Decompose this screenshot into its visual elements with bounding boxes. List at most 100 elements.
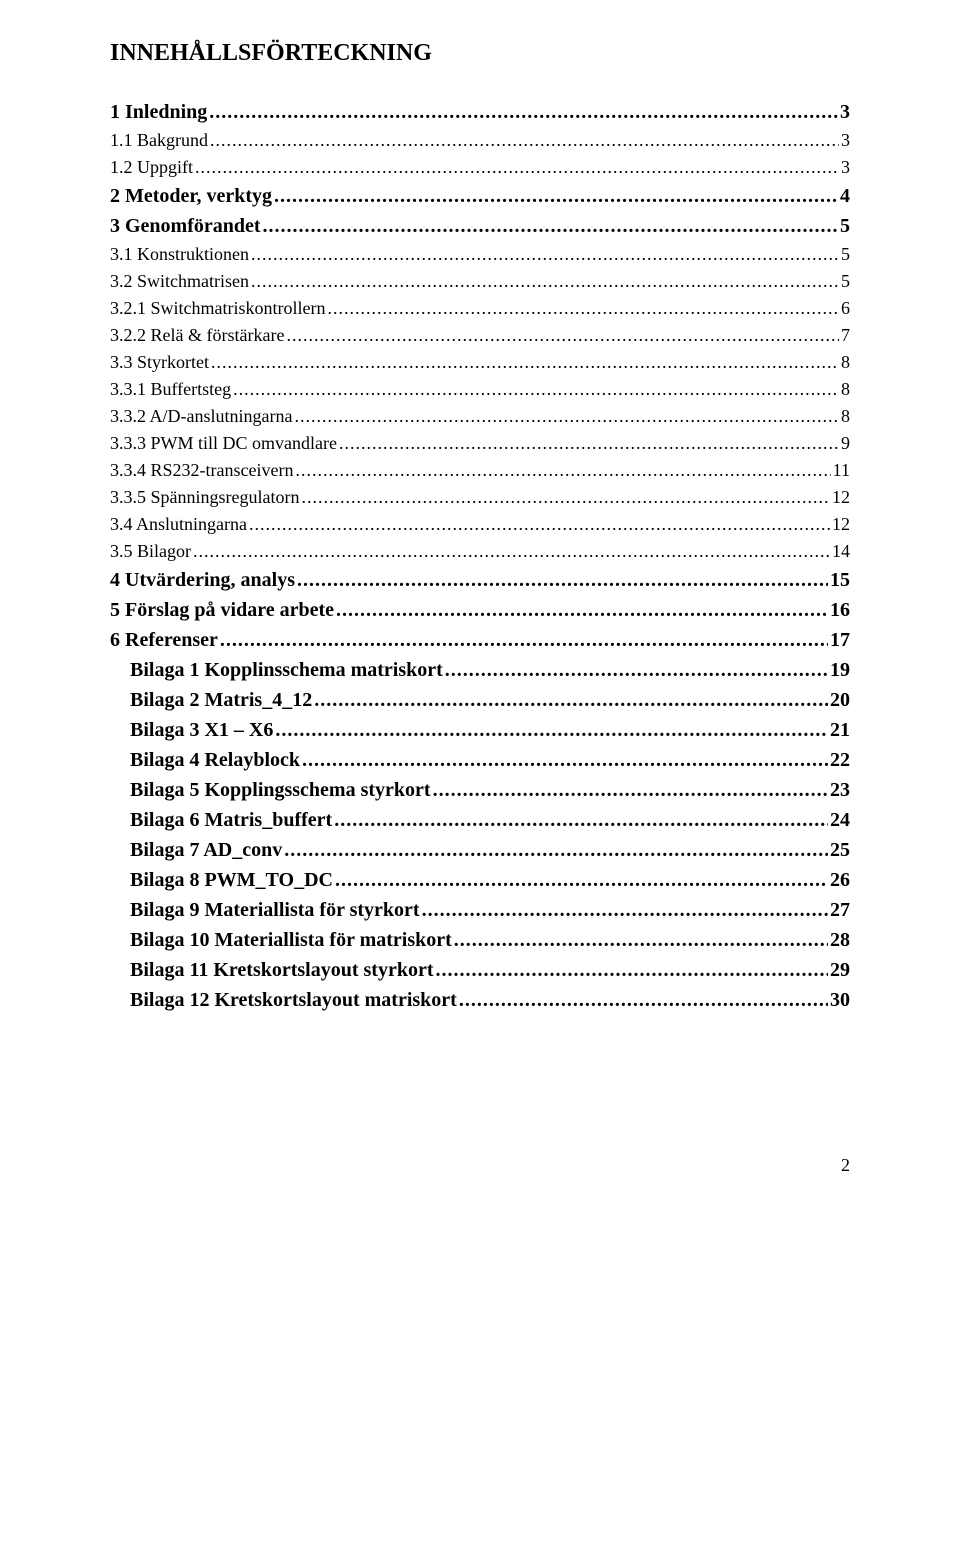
toc-entry: Bilaga 4 Relayblock 22 — [110, 745, 850, 775]
toc-entry-label: Bilaga 12 Kretskortslayout matriskort — [130, 985, 457, 1015]
toc-entry-page: 14 — [832, 538, 850, 565]
toc-entry: 3.3.5 Spänningsregulatorn 12 — [110, 484, 850, 511]
toc-entry: Bilaga 5 Kopplingsschema styrkort 23 — [110, 775, 850, 805]
toc-entry-label: Bilaga 8 PWM_TO_DC — [130, 865, 333, 895]
toc-entry: 3.3.1 Buffertsteg 8 — [110, 376, 850, 403]
toc-entry-page: 29 — [830, 955, 850, 985]
toc-leader — [251, 241, 839, 268]
toc-entry-page: 8 — [841, 403, 850, 430]
toc-leader — [314, 685, 828, 715]
toc-leader — [211, 349, 839, 376]
toc-leader — [274, 181, 838, 211]
toc-entry: 3.3.3 PWM till DC omvandlare 9 — [110, 430, 850, 457]
toc-entry: Bilaga 12 Kretskortslayout matriskort 30 — [110, 985, 850, 1015]
toc-entry: 3.2.1 Switchmatriskontrollern 6 — [110, 295, 850, 322]
toc-leader — [454, 925, 828, 955]
toc-leader — [263, 211, 838, 241]
toc-entry: Bilaga 7 AD_conv 25 — [110, 835, 850, 865]
toc-entry-page: 23 — [830, 775, 850, 805]
toc-entry-label: Bilaga 9 Materiallista för styrkort — [130, 895, 420, 925]
toc-entry-label: 6 Referenser — [110, 625, 218, 655]
toc-entry-label: 3.2.2 Relä & förstärkare — [110, 322, 284, 349]
toc-entry: Bilaga 2 Matris_4_12 20 — [110, 685, 850, 715]
toc-entry-label: 3.2 Switchmatrisen — [110, 268, 249, 295]
toc-entry-label: Bilaga 3 X1 – X6 — [130, 715, 273, 745]
toc-leader — [301, 484, 830, 511]
toc-entry: Bilaga 6 Matris_buffert 24 — [110, 805, 850, 835]
toc-entry: 3.5 Bilagor 14 — [110, 538, 850, 565]
toc-entry-label: 4 Utvärdering, analys — [110, 565, 295, 595]
toc-entry-page: 12 — [832, 511, 850, 538]
toc-leader — [335, 865, 828, 895]
toc-entry-label: 3.1 Konstruktionen — [110, 241, 249, 268]
toc-entry: 3.2.2 Relä & förstärkare 7 — [110, 322, 850, 349]
toc-leader — [220, 625, 828, 655]
toc-leader — [445, 655, 828, 685]
toc-entry-page: 26 — [830, 865, 850, 895]
toc-entry: 3 Genomförandet 5 — [110, 211, 850, 241]
toc-entry: 2 Metoder, verktyg 4 — [110, 181, 850, 211]
toc-entry-page: 8 — [841, 376, 850, 403]
toc-entry: Bilaga 3 X1 – X6 21 — [110, 715, 850, 745]
toc-leader — [193, 538, 830, 565]
toc-entry: Bilaga 10 Materiallista för matriskort 2… — [110, 925, 850, 955]
toc-entry: 3.3.2 A/D-anslutningarna 8 — [110, 403, 850, 430]
toc-entry: 3.2 Switchmatrisen 5 — [110, 268, 850, 295]
toc-entry-label: 3.4 Anslutningarna — [110, 511, 247, 538]
toc-leader — [210, 127, 839, 154]
toc-entry-label: 1.2 Uppgift — [110, 154, 193, 181]
toc-entry-label: Bilaga 1 Kopplinsschema matriskort — [130, 655, 443, 685]
toc-entry-page: 21 — [830, 715, 850, 745]
toc-entry-page: 5 — [841, 241, 850, 268]
page-number: 2 — [110, 1155, 850, 1176]
toc-entry-page: 7 — [841, 322, 850, 349]
toc-leader — [334, 805, 828, 835]
toc-entry-page: 5 — [841, 268, 850, 295]
toc-entry: Bilaga 1 Kopplinsschema matriskort 19 — [110, 655, 850, 685]
toc-entry-label: 3.3.1 Buffertsteg — [110, 376, 231, 403]
toc-leader — [286, 322, 839, 349]
toc-entry: 3.3 Styrkortet 8 — [110, 349, 850, 376]
toc-entry-label: 3.3.4 RS232-transceivern — [110, 457, 293, 484]
toc-entry-label: 1 Inledning — [110, 97, 207, 127]
toc-entry-page: 16 — [830, 595, 850, 625]
toc-entry-page: 17 — [830, 625, 850, 655]
toc-entry-page: 28 — [830, 925, 850, 955]
toc-entry-label: 3.2.1 Switchmatriskontrollern — [110, 295, 325, 322]
toc-leader — [302, 745, 828, 775]
toc-entry-page: 4 — [840, 181, 850, 211]
toc-entry-page: 12 — [832, 484, 850, 511]
toc-entry-page: 9 — [841, 430, 850, 457]
toc-leader — [339, 430, 839, 457]
toc-leader — [275, 715, 828, 745]
toc-entry: 4 Utvärdering, analys 15 — [110, 565, 850, 595]
toc-entry-label: Bilaga 6 Matris_buffert — [130, 805, 332, 835]
toc-entry-label: 2 Metoder, verktyg — [110, 181, 272, 211]
toc-entry-label: Bilaga 10 Materiallista för matriskort — [130, 925, 452, 955]
toc-entry: 3.1 Konstruktionen 5 — [110, 241, 850, 268]
toc-entry: 1.2 Uppgift 3 — [110, 154, 850, 181]
toc-entry-label: 3.3 Styrkortet — [110, 349, 209, 376]
toc-entry-page: 30 — [830, 985, 850, 1015]
toc-entry-page: 3 — [841, 127, 850, 154]
toc-entry: Bilaga 9 Materiallista för styrkort 27 — [110, 895, 850, 925]
toc-entry-page: 3 — [841, 154, 850, 181]
toc-entry-label: Bilaga 11 Kretskortslayout styrkort — [130, 955, 434, 985]
toc-entry-page: 20 — [830, 685, 850, 715]
toc-leader — [284, 835, 828, 865]
toc-leader — [251, 268, 839, 295]
toc-leader — [433, 775, 828, 805]
toc-entry-page: 22 — [830, 745, 850, 775]
toc-entry: 3.3.4 RS232-transceivern 11 — [110, 457, 850, 484]
toc-entry-label: Bilaga 2 Matris_4_12 — [130, 685, 312, 715]
toc-entry-page: 27 — [830, 895, 850, 925]
toc-leader — [327, 295, 839, 322]
toc-leader — [295, 457, 830, 484]
toc-entry: 5 Förslag på vidare arbete 16 — [110, 595, 850, 625]
toc-entry: 1.1 Bakgrund 3 — [110, 127, 850, 154]
toc-entry: 3.4 Anslutningarna 12 — [110, 511, 850, 538]
toc-entry-page: 25 — [830, 835, 850, 865]
toc-title: INNEHÅLLSFÖRTECKNING — [110, 40, 850, 67]
toc-entry-page: 3 — [840, 97, 850, 127]
toc-entry-label: 3 Genomförandet — [110, 211, 261, 241]
